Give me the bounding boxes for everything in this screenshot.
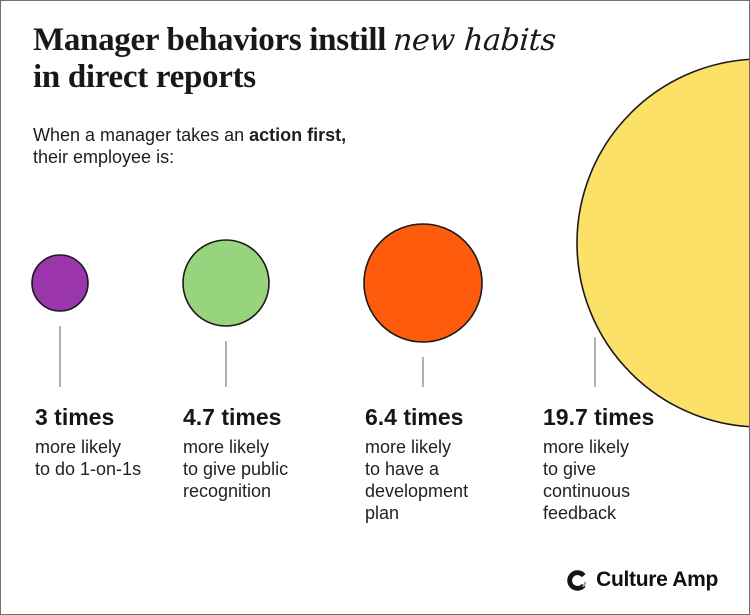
chart-subtitle: When a manager takes an action first, the… [33,124,346,168]
culture-amp-logo-icon [567,569,587,591]
bubble-circle [182,239,270,327]
label-1on1s: 3 times more likely to do 1-on-1s [35,403,175,480]
label-value: 4.7 times [183,404,282,430]
label-public-recognition: 4.7 times more likely to give public rec… [183,403,323,502]
label-value: 3 times [35,404,115,430]
label-value: 6.4 times [365,404,464,430]
brand-footer: Culture Amp [566,568,718,592]
header: Manager behaviors instill new habits in di… [33,22,558,96]
label-value: 19.7 times [543,404,655,430]
subtitle-bold-phrase: action first, [249,125,347,145]
label-description: more likely to give continuous feedback [543,437,631,523]
label-description: more likely to have a development plan [365,437,469,523]
label-description: more likely to give public recognition [183,437,289,501]
brand-name: Culture Amp [596,568,718,591]
bubble-circle [31,254,89,312]
subtitle-prefix: When a manager takes an [33,125,250,145]
bubble-circle [363,223,483,343]
title-serif-part: Manager behaviors instill [33,22,387,58]
label-development-plan: 6.4 times more likely to have a developm… [365,403,505,524]
bubble-circle [576,58,749,428]
subtitle-line2: their employee is: [33,147,175,167]
label-continuous-feedback: 19.7 times more likely to give continuou… [543,403,683,524]
page-title: Manager behaviors instill new habits in di… [33,22,558,96]
title-line2: in direct reports [33,59,256,95]
title-script-part: new habits [391,23,558,58]
label-description: more likely to do 1-on-1s [35,437,142,479]
